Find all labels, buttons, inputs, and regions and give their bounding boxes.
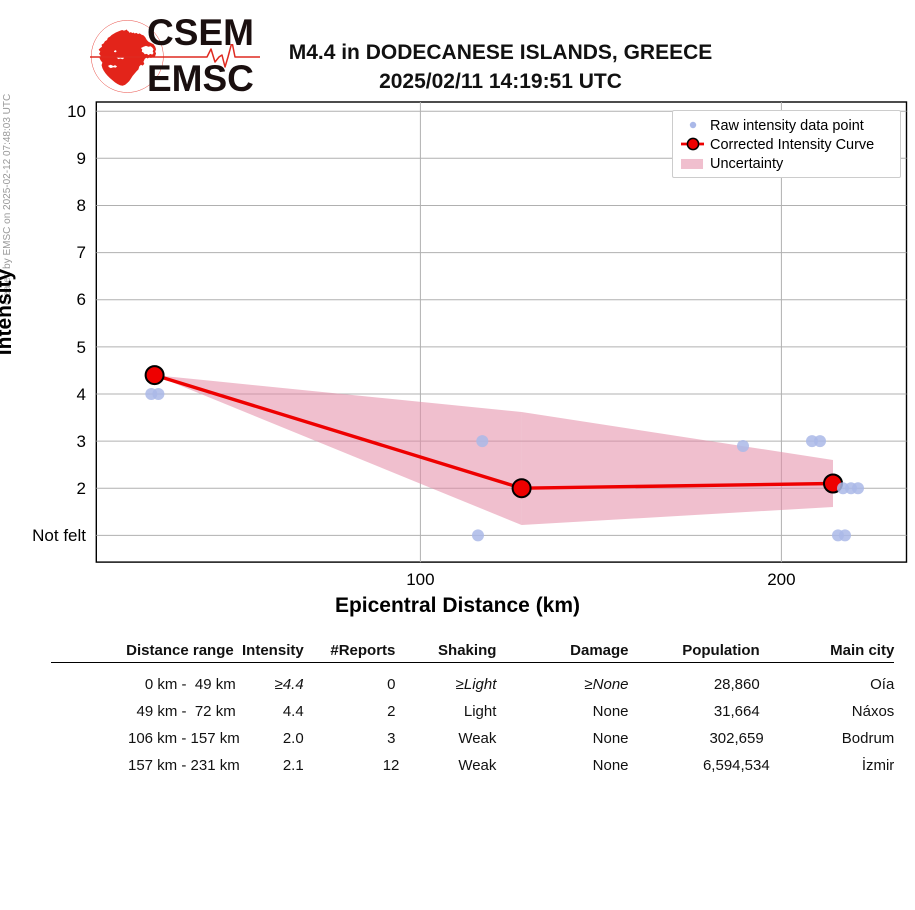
svg-text:10: 10: [67, 102, 86, 121]
svg-text:100: 100: [406, 570, 434, 589]
svg-text:200: 200: [767, 570, 795, 589]
svg-text:9: 9: [77, 149, 86, 168]
svg-text:Corrected Intensity Curve: Corrected Intensity Curve: [710, 137, 874, 153]
svg-text:6: 6: [77, 290, 86, 309]
svg-text:Raw intensity data point: Raw intensity data point: [710, 118, 864, 134]
svg-text:3: 3: [77, 432, 86, 451]
svg-text:2: 2: [77, 479, 86, 498]
svg-text:7: 7: [77, 243, 86, 262]
svg-text:8: 8: [77, 196, 86, 215]
svg-text:Uncertainty: Uncertainty: [710, 156, 784, 172]
svg-text:Not felt: Not felt: [32, 526, 86, 545]
svg-text:5: 5: [77, 338, 86, 357]
svg-text:4: 4: [77, 385, 86, 404]
